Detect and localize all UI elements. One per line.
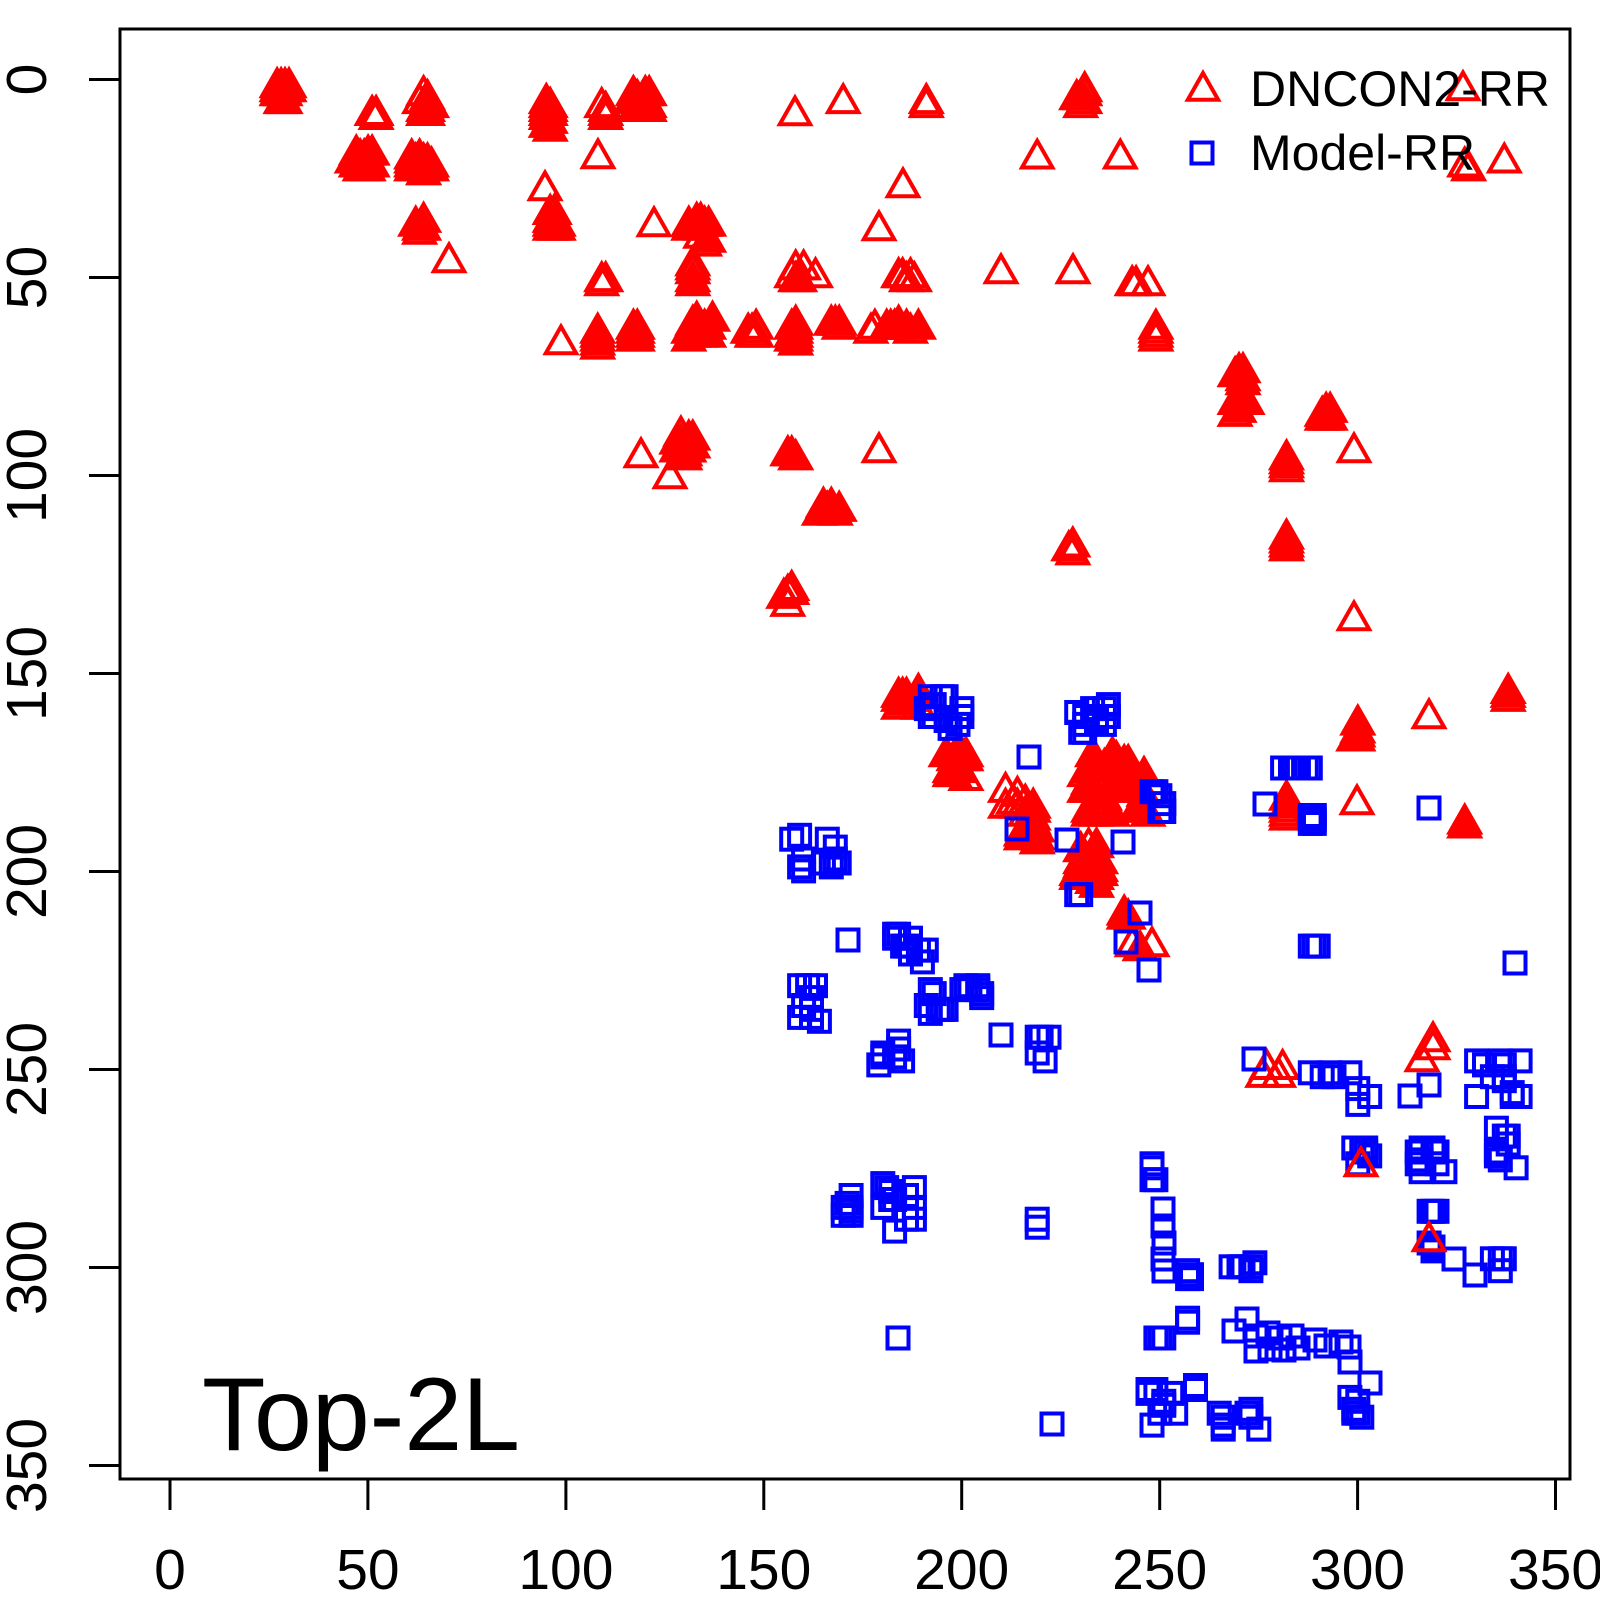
svg-text:Top-2L: Top-2L (202, 1357, 520, 1473)
svg-text:50: 50 (336, 1538, 399, 1600)
svg-text:100: 100 (518, 1538, 613, 1600)
svg-text:0: 0 (0, 64, 59, 96)
svg-text:150: 150 (716, 1538, 811, 1600)
svg-text:250: 250 (1112, 1538, 1207, 1600)
svg-text:300: 300 (1310, 1538, 1405, 1600)
svg-text:150: 150 (0, 626, 59, 721)
svg-text:350: 350 (1508, 1538, 1600, 1600)
svg-text:0: 0 (154, 1538, 186, 1600)
svg-text:300: 300 (0, 1220, 59, 1315)
svg-text:200: 200 (914, 1538, 1009, 1600)
svg-text:Model-RR: Model-RR (1250, 125, 1475, 181)
svg-text:50: 50 (0, 246, 59, 309)
svg-text:250: 250 (0, 1022, 59, 1117)
svg-text:350: 350 (0, 1418, 59, 1513)
svg-text:200: 200 (0, 824, 59, 919)
svg-text:100: 100 (0, 428, 59, 523)
svg-text:DNCON2-RR: DNCON2-RR (1250, 61, 1550, 117)
